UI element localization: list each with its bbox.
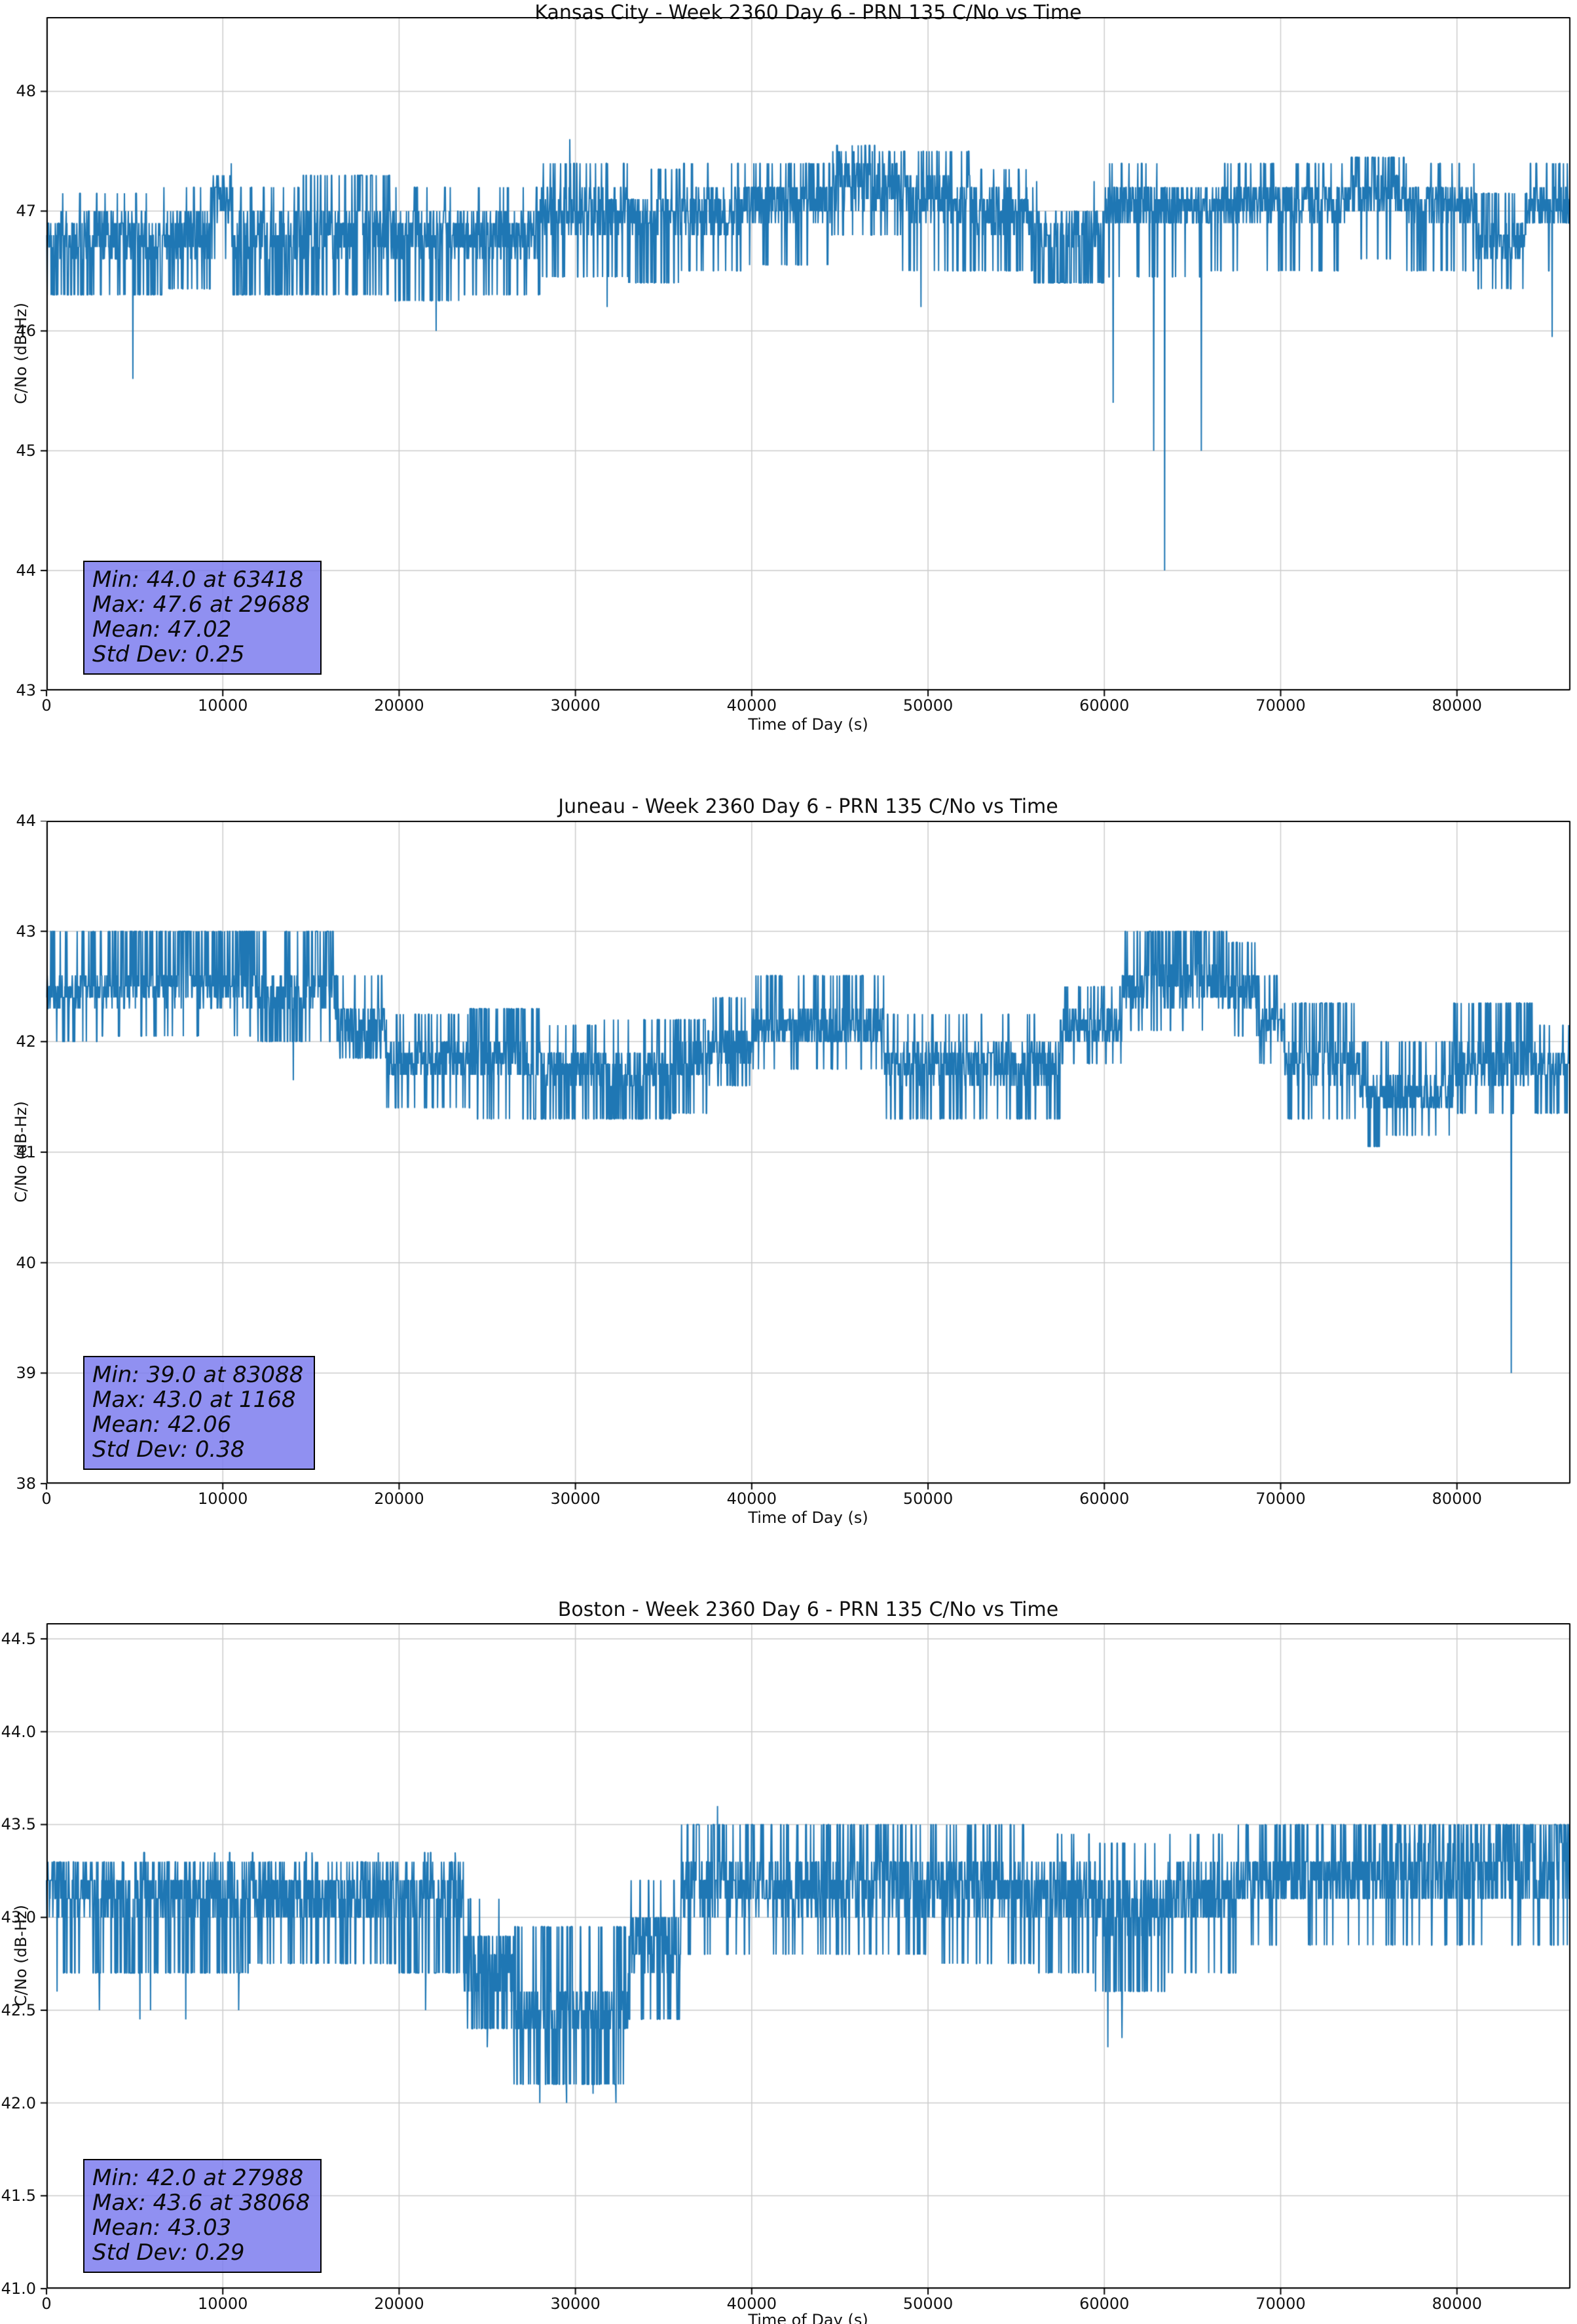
chart-title: Kansas City - Week 2360 Day 6 - PRN 135 … (534, 1, 1082, 24)
x-tick-label: 20000 (374, 2295, 424, 2313)
x-tick-label: 20000 (374, 1490, 424, 1508)
stats-annotation-box: Min: 39.0 at 83088 Max: 43.0 at 1168 Mea… (83, 1356, 316, 1470)
stat-stddev: Std Dev: 0.25 (92, 641, 245, 667)
y-tick-label: 39 (16, 1364, 36, 1383)
x-tick-label: 60000 (1079, 1490, 1130, 1508)
x-tick-label: 60000 (1079, 2295, 1130, 2313)
x-axis-label: Time of Day (s) (748, 1509, 868, 1527)
x-tick-label: 50000 (902, 1490, 954, 1508)
x-axis-label: Time of Day (s) (748, 715, 868, 734)
y-axis-label: C/No (dB-Hz) (12, 303, 30, 404)
y-tick-label: 42.0 (1, 2093, 36, 2112)
y-tick-label: 38 (16, 1474, 36, 1493)
x-tick-label: 50000 (902, 2295, 954, 2313)
y-tick-label: 47 (16, 202, 36, 221)
x-tick-label: 40000 (726, 696, 777, 715)
y-tick-label: 41.0 (1, 2279, 36, 2298)
x-tick-label: 30000 (550, 1490, 601, 1508)
x-tick-label: 80000 (1432, 696, 1482, 715)
x-tick-label: 0 (41, 1490, 52, 1508)
stat-max: Max: 43.0 at 1168 (92, 1387, 296, 1413)
x-tick-label: 70000 (1255, 1490, 1306, 1508)
stats-annotation-box: Min: 42.0 at 27988 Max: 43.6 at 38068 Me… (83, 2159, 322, 2273)
stat-stddev: Std Dev: 0.38 (92, 1436, 245, 1463)
x-tick-label: 10000 (198, 696, 248, 715)
x-tick-label: 40000 (726, 1490, 777, 1508)
x-tick-label: 0 (41, 2295, 52, 2313)
x-tick-label: 10000 (198, 2295, 248, 2313)
stats-annotation-box: Min: 44.0 at 63418 Max: 47.6 at 29688 Me… (83, 561, 322, 675)
x-tick-label: 50000 (902, 696, 954, 715)
x-tick-label: 10000 (198, 1490, 248, 1508)
stat-stddev: Std Dev: 0.29 (92, 2240, 245, 2266)
stat-min: Min: 42.0 at 27988 (92, 2165, 304, 2191)
stat-mean: Mean: 43.03 (92, 2215, 232, 2241)
y-tick-label: 43 (16, 681, 36, 700)
y-tick-label: 42 (16, 1032, 36, 1051)
chart-title: Juneau - Week 2360 Day 6 - PRN 135 C/No … (558, 795, 1058, 818)
y-tick-label: 46 (16, 322, 36, 341)
plot-canvas (39, 17, 1572, 700)
y-tick-label: 42.5 (1, 2000, 36, 2019)
y-axis-label: C/No (dB-Hz) (12, 1101, 30, 1203)
x-tick-label: 60000 (1079, 696, 1130, 715)
stat-max: Max: 43.6 at 38068 (92, 2190, 310, 2216)
stat-mean: Mean: 47.02 (92, 616, 232, 643)
x-tick-label: 40000 (726, 2295, 777, 2313)
y-tick-label: 41 (16, 1143, 36, 1161)
stat-max: Max: 47.6 at 29688 (92, 591, 310, 618)
x-tick-label: 70000 (1255, 696, 1306, 715)
y-axis-label: C/No (dB-Hz) (12, 1905, 30, 2006)
x-axis-label: Time of Day (s) (748, 2311, 868, 2324)
y-tick-label: 43.5 (1, 1815, 36, 1834)
x-tick-label: 20000 (374, 696, 424, 715)
x-tick-label: 80000 (1432, 1490, 1482, 1508)
y-tick-label: 44.0 (1, 1722, 36, 1741)
y-tick-label: 41.5 (1, 2186, 36, 2205)
y-tick-label: 43.0 (1, 1908, 36, 1927)
stat-mean: Mean: 42.06 (92, 1412, 232, 1438)
y-tick-label: 44.5 (1, 1630, 36, 1649)
y-tick-label: 48 (16, 82, 36, 101)
y-tick-label: 44 (16, 812, 36, 830)
y-tick-label: 44 (16, 561, 36, 580)
y-tick-label: 40 (16, 1253, 36, 1272)
x-tick-label: 30000 (550, 696, 601, 715)
stat-min: Min: 44.0 at 63418 (92, 567, 304, 593)
chart-title: Boston - Week 2360 Day 6 - PRN 135 C/No … (557, 1598, 1059, 1621)
stat-min: Min: 39.0 at 83088 (92, 1362, 304, 1388)
x-tick-label: 80000 (1432, 2295, 1482, 2313)
x-tick-label: 70000 (1255, 2295, 1306, 2313)
plot-canvas (39, 821, 1572, 1493)
plot-canvas (39, 1623, 1572, 2298)
x-tick-label: 0 (41, 696, 52, 715)
y-tick-label: 43 (16, 922, 36, 941)
x-tick-label: 30000 (550, 2295, 601, 2313)
y-tick-label: 45 (16, 441, 36, 460)
